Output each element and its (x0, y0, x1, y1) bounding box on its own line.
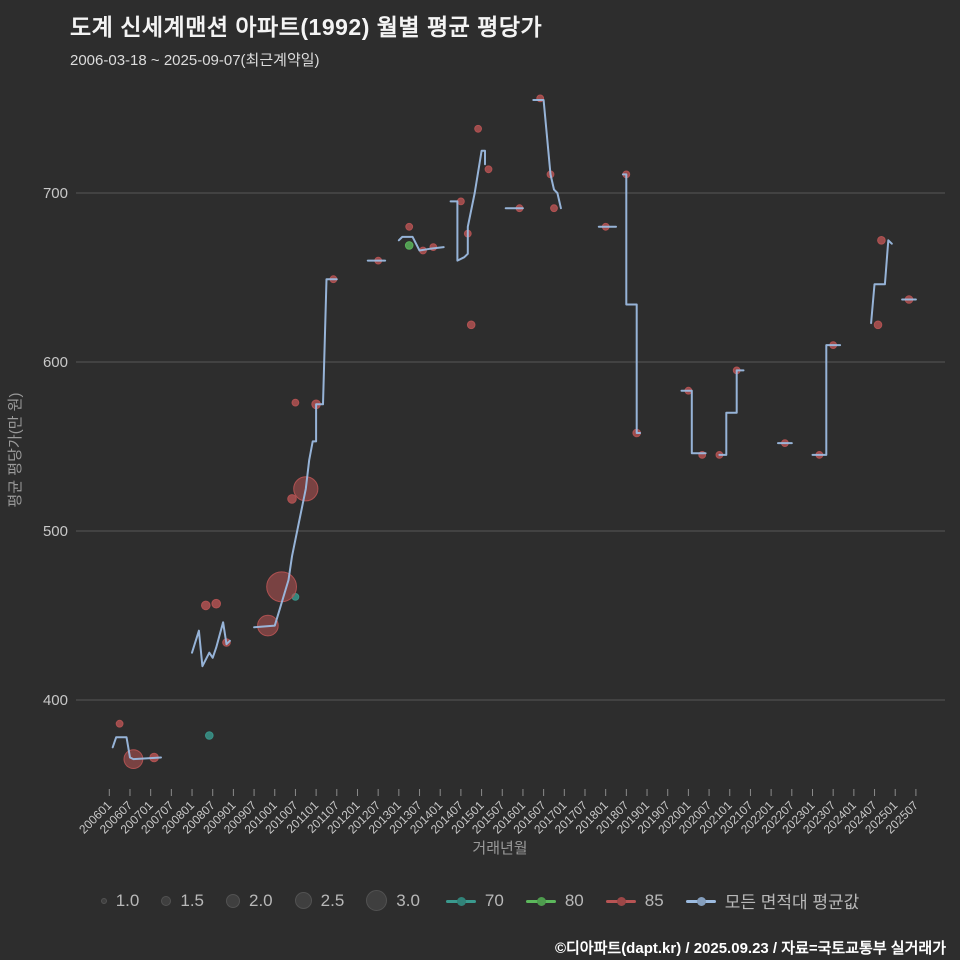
y-tick-label-600: 600 (43, 354, 68, 371)
page-title: 도계 신세계맨션 아파트(1992) 월별 평균 평당가 (70, 14, 543, 40)
avg-line-segment-7 (532, 99, 562, 210)
series-legend-marker (525, 895, 556, 907)
avg-line-segment-5 (449, 149, 486, 262)
size-legend-dot (100, 897, 107, 904)
point-85-202408 (873, 320, 883, 330)
series-legend-label: 모든 면적대 평균값 (724, 893, 860, 912)
size-legend-item-1.0: 1.0 (100, 890, 140, 911)
size-legend-item-2.0: 2.0 (226, 891, 273, 911)
size-legend-dot (366, 890, 388, 911)
avg-line-segment-1 (191, 621, 231, 668)
y-tick-label-700: 700 (43, 185, 68, 202)
avg-line-segment-2 (253, 278, 338, 629)
point-85-200805 (201, 600, 211, 611)
size-legend-dot (226, 893, 240, 908)
chart-legend: 1.0 1.5 2.0 2.5 3.0 70 80 85 모든 면적대 평균값 (0, 888, 960, 913)
point-80-201304 (404, 241, 414, 250)
y-tick-label-400: 400 (43, 692, 68, 709)
point-85-201007 (291, 398, 300, 407)
bubble-size-legend: 1.0 1.5 2.0 2.5 3.0 (100, 890, 420, 911)
avg-line-segment-0 (111, 736, 162, 761)
series-legend-label: 80 (564, 890, 584, 910)
size-legend-label: 1.0 (115, 890, 140, 910)
x-axis: 2006012006072007012007072008012008072009… (76, 789, 921, 836)
size-legend-label: 2.0 (249, 890, 273, 910)
point-85-201610 (550, 204, 558, 213)
size-legend-item-2.5: 2.5 (294, 890, 345, 911)
point-85-200604 (115, 719, 124, 728)
chart-header: 도계 신세계맨션 아파트(1992) 월별 평균 평당가 2006-03-18 … (70, 8, 542, 70)
series-legend-item-70: 70 (445, 890, 504, 911)
series-legend-label: 85 (644, 890, 664, 910)
x-axis-title: 거래년월 (472, 840, 527, 857)
size-legend-label: 2.5 (320, 890, 345, 910)
avg-line-segment-4 (397, 235, 445, 252)
point-85-201304 (405, 222, 414, 231)
point-85-201003 (266, 571, 298, 603)
source-credit: ©디아파트(dapt.kr) / 2025.09.23 / 자료=국토교통부 실… (554, 940, 946, 957)
point-85-201410 (466, 320, 476, 330)
point-70-200806 (205, 731, 214, 740)
grid-layer: 400 500 600 700 (43, 185, 945, 709)
series-legend-item-모든 면적대 평균값: 모든 면적대 평균값 (685, 888, 860, 913)
series-legend-marker (685, 895, 716, 907)
avg-line-segment-11 (718, 369, 745, 456)
size-legend-item-3.0: 3.0 (366, 890, 420, 911)
point-85-201412 (474, 124, 483, 133)
avg-line-segment-14 (870, 239, 893, 325)
series-legend-label: 70 (484, 890, 504, 910)
avg-line-segment-10 (680, 389, 707, 455)
series-legend-item-80: 80 (525, 890, 584, 911)
date-range-subtitle: 2006-03-18 ~ 2025-09-07(최근계약일) (70, 52, 320, 69)
point-85-201006 (287, 494, 297, 504)
size-legend-label: 1.5 (180, 890, 204, 910)
avg-line-segment-9 (621, 173, 642, 434)
series-legend-marker (605, 895, 636, 907)
series-layer (111, 94, 917, 769)
size-legend-item-1.5: 1.5 (161, 891, 204, 911)
point-85-201407 (457, 197, 465, 206)
y-axis-title: 평균 평당가(만 원) (7, 393, 24, 508)
point-85-201503 (484, 165, 493, 174)
point-85-200808 (211, 598, 221, 609)
y-tick-label-500: 500 (43, 523, 68, 540)
series-legend-marker (445, 895, 476, 907)
point-85-202409 (877, 236, 886, 245)
series-legend: 70 80 85 모든 면적대 평균값 (445, 888, 860, 913)
size-legend-dot (294, 892, 312, 909)
series-legend-item-85: 85 (605, 890, 664, 911)
avg-line-segment-13 (811, 344, 842, 456)
size-legend-dot (161, 895, 172, 906)
size-legend-label: 3.0 (396, 890, 420, 910)
